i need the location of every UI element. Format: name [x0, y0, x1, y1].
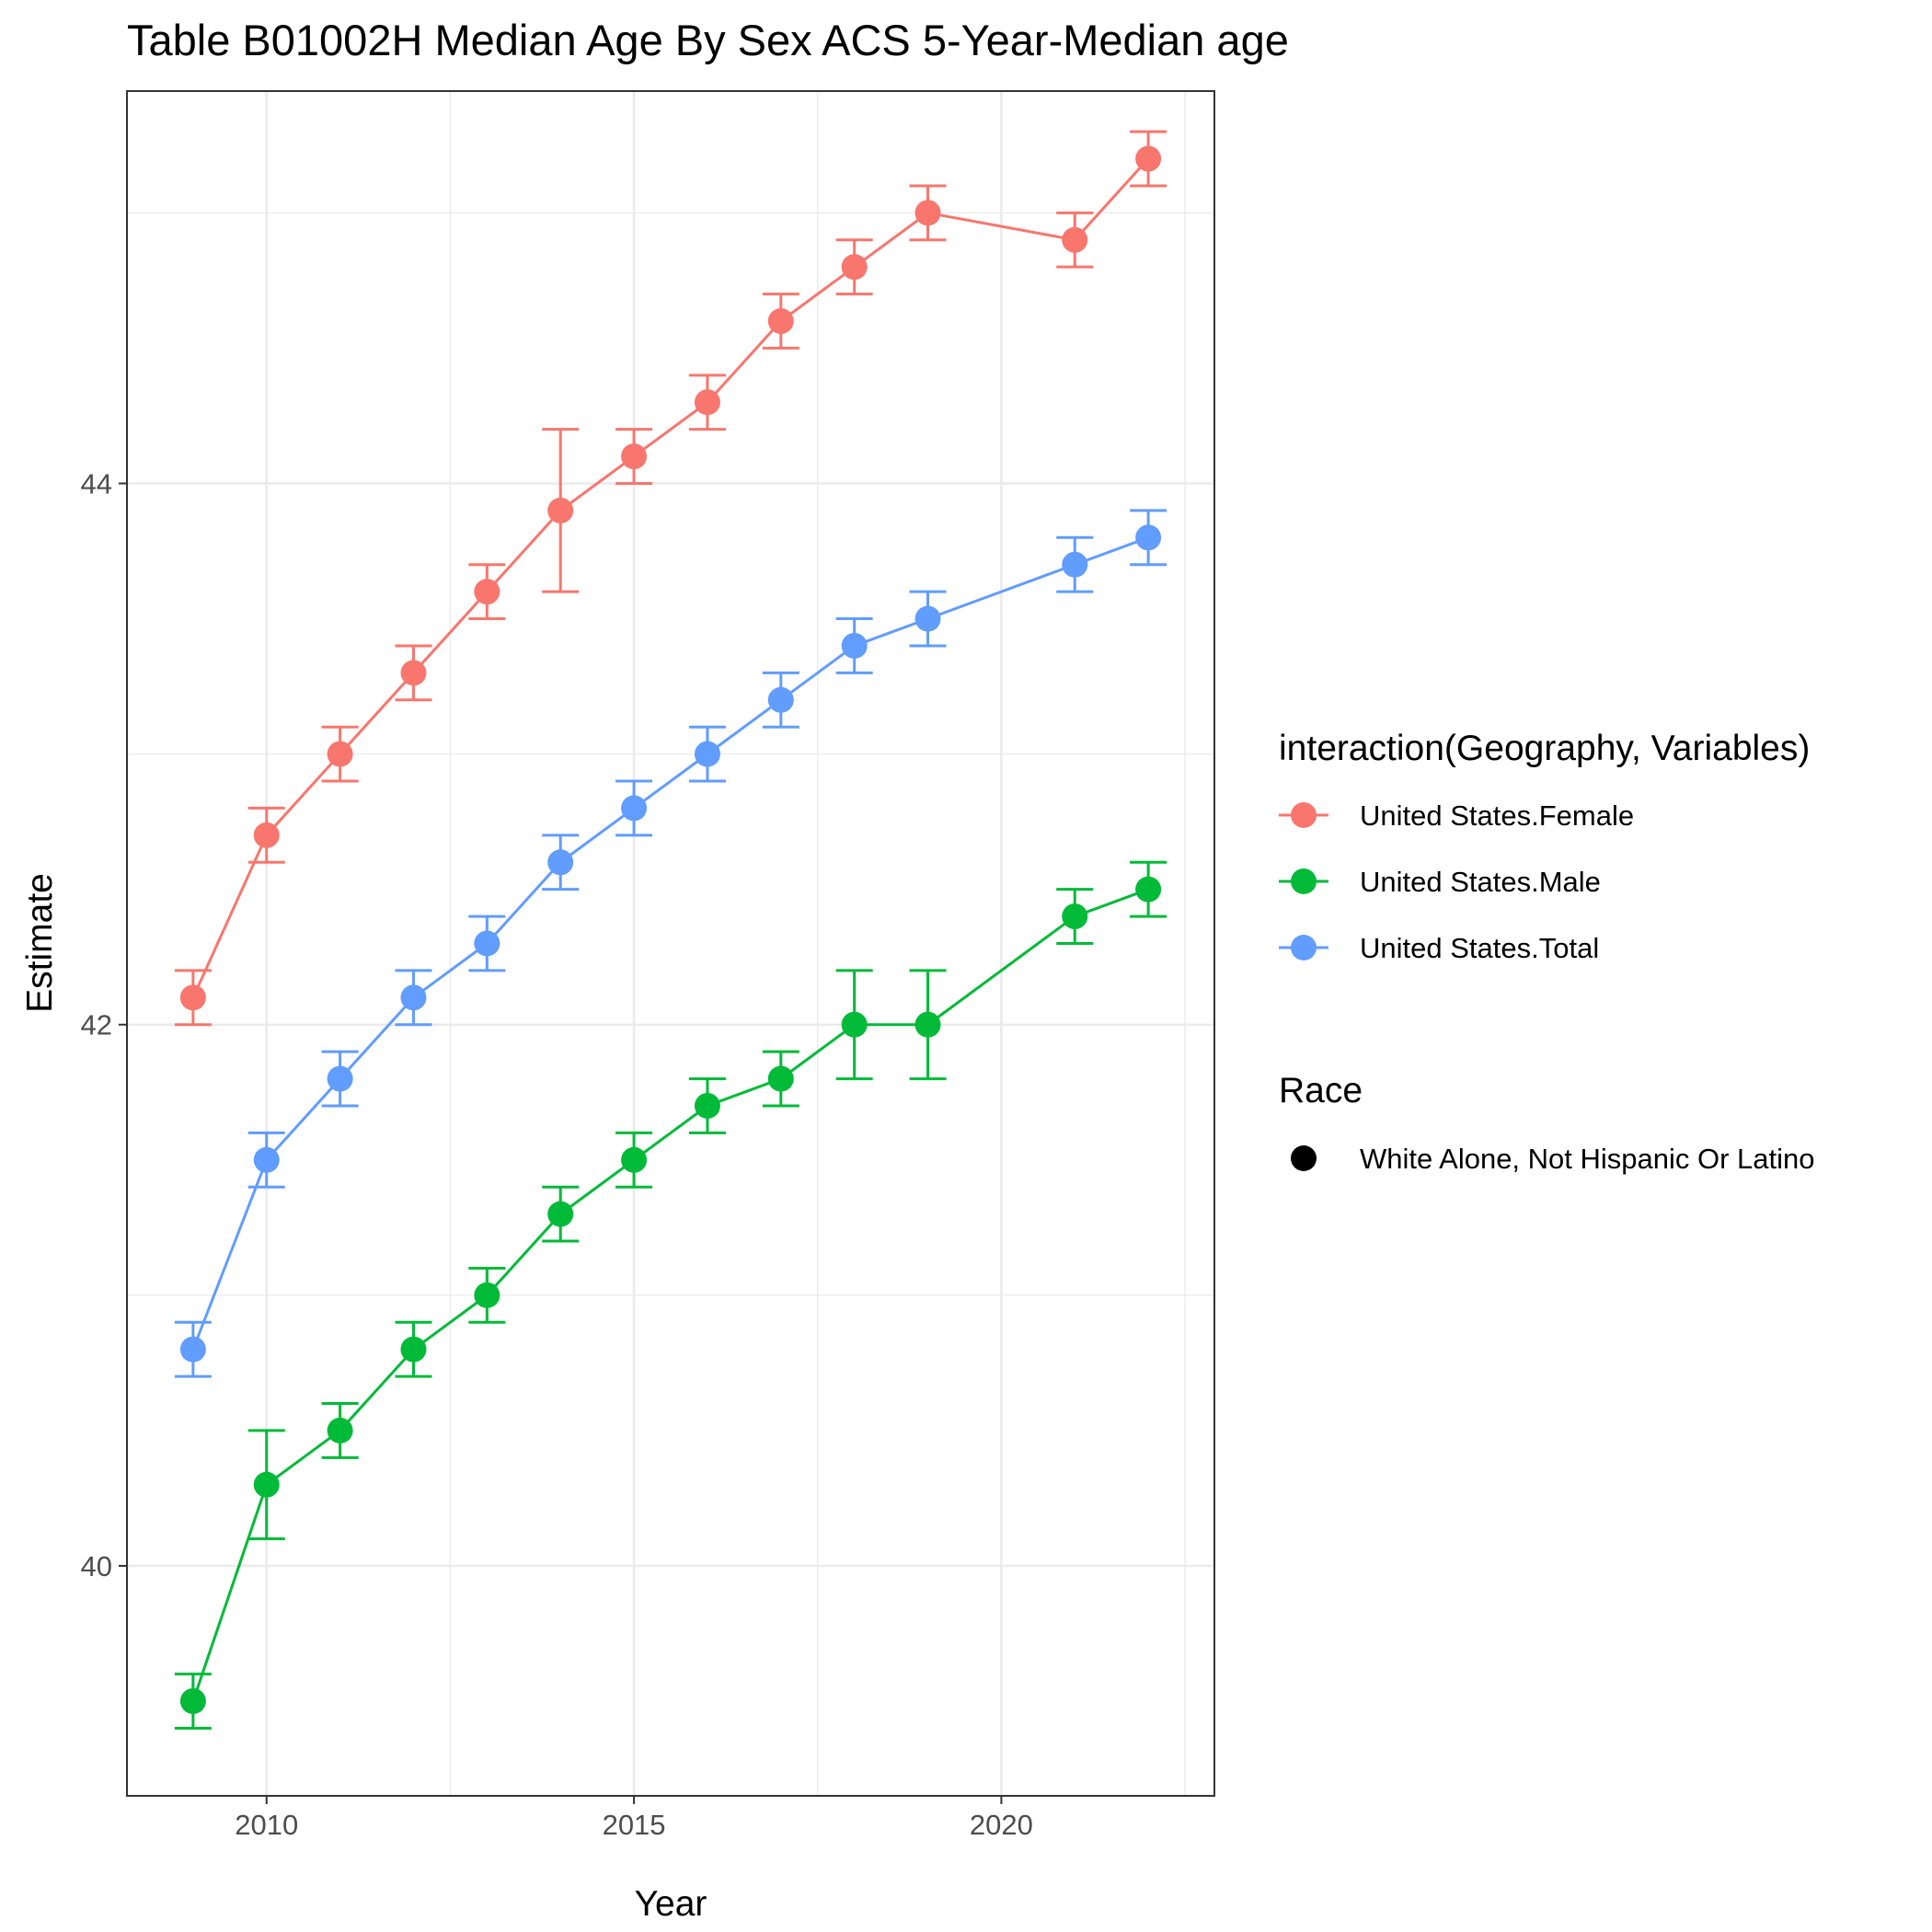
data-point	[547, 849, 574, 876]
legend-entry: United States.Female	[1279, 799, 1634, 832]
data-point	[327, 1065, 353, 1092]
data-point	[841, 254, 868, 281]
data-point	[179, 1688, 206, 1715]
data-point	[327, 741, 353, 767]
data-point	[1062, 226, 1088, 253]
data-point	[253, 822, 280, 848]
plot-panel	[127, 91, 1214, 1796]
y-tick-label: 44	[81, 467, 112, 500]
data-point	[841, 1011, 868, 1038]
legend-key-point	[1291, 868, 1317, 894]
data-point	[547, 497, 574, 523]
legend-shape-entry: White Alone, Not Hispanic Or Latino	[1291, 1143, 1815, 1175]
data-point	[253, 1471, 280, 1498]
data-point	[327, 1417, 353, 1443]
data-point	[767, 308, 794, 335]
legend-color-title: interaction(Geography, Variables)	[1279, 729, 1810, 768]
y-tick-label: 40	[81, 1550, 112, 1582]
legend: interaction(Geography, Variables) United…	[1279, 729, 1815, 1175]
x-tick-label: 2015	[603, 1809, 666, 1841]
data-point	[694, 389, 720, 416]
legend-entry: United States.Total	[1279, 932, 1599, 964]
y-tick-label: 42	[81, 1009, 112, 1041]
data-point	[914, 200, 941, 226]
legend-label: United States.Total	[1360, 932, 1599, 964]
series-united-states-male	[174, 860, 1167, 1730]
data-point	[914, 605, 941, 632]
data-point	[1062, 551, 1088, 578]
data-point	[1135, 524, 1162, 551]
data-point	[474, 930, 500, 957]
data-point	[621, 1146, 648, 1173]
data-point	[767, 1065, 794, 1092]
x-axis: 2010 2015 2020	[235, 1796, 1033, 1841]
data-point	[400, 984, 427, 1011]
legend-shape-title: Race	[1279, 1071, 1363, 1110]
data-point	[179, 1336, 206, 1363]
series-united-states-female	[174, 130, 1167, 1027]
x-tick-label: 2010	[235, 1809, 298, 1841]
data-point	[400, 660, 427, 686]
y-axis-title: Estimate	[20, 873, 60, 1013]
data-point	[621, 795, 648, 822]
data-point	[841, 632, 868, 659]
data-point	[694, 1092, 720, 1119]
data-point	[179, 984, 206, 1011]
data-point	[621, 443, 648, 470]
plot-border	[126, 90, 1215, 1797]
legend-shape-key	[1291, 1145, 1317, 1171]
legend-shape-entries: White Alone, Not Hispanic Or Latino	[1291, 1143, 1815, 1175]
data-point	[400, 1336, 427, 1363]
legend-key-point	[1291, 802, 1317, 828]
data-point	[1135, 145, 1162, 172]
series-united-states-total	[174, 509, 1167, 1378]
grid	[127, 91, 1214, 1796]
y-axis: 40 42 44	[81, 467, 127, 1582]
data-point	[253, 1146, 280, 1173]
data-point	[694, 741, 720, 767]
data-point	[474, 1282, 500, 1308]
data-point	[767, 686, 794, 713]
data-point	[1135, 876, 1162, 903]
legend-key-point	[1291, 935, 1317, 960]
series-layer	[174, 130, 1167, 1730]
legend-shape-label: White Alone, Not Hispanic Or Latino	[1360, 1143, 1815, 1175]
legend-color-entries: United States.Female United States.Male Un…	[1279, 799, 1634, 964]
legend-entry: United States.Male	[1279, 866, 1601, 898]
chart-title: Table B01002H Median Age By Sex ACS 5-Ye…	[127, 16, 1289, 64]
legend-label: United States.Male	[1360, 866, 1601, 898]
data-point	[474, 579, 500, 605]
data-point	[914, 1011, 941, 1038]
x-tick-label: 2020	[970, 1809, 1033, 1841]
legend-label: United States.Female	[1360, 799, 1634, 832]
x-axis-title: Year	[635, 1884, 707, 1924]
data-point	[1062, 903, 1088, 930]
data-point	[547, 1201, 574, 1227]
